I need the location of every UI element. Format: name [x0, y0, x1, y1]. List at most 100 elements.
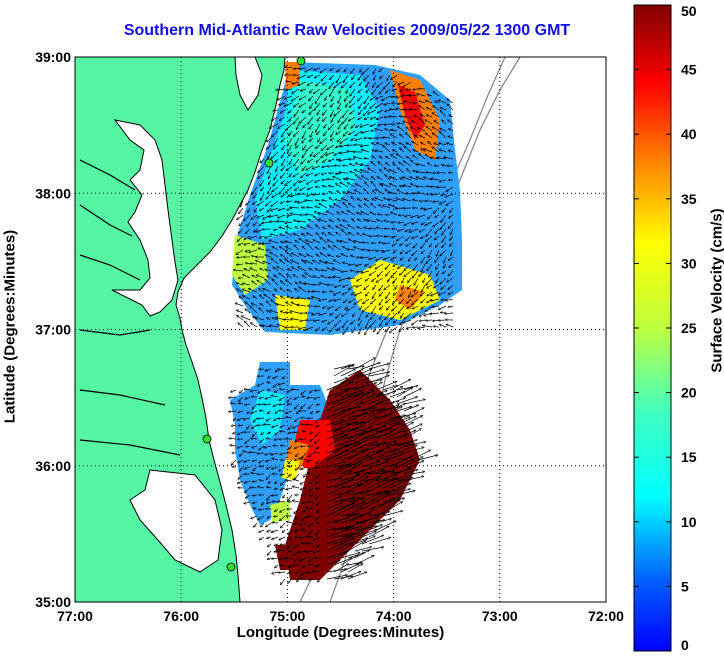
- velocity-arrow: [359, 81, 363, 86]
- velocity-arrow: [236, 257, 244, 258]
- velocity-arrow: [339, 277, 349, 281]
- velocity-arrow: [266, 165, 272, 174]
- velocity-arrow: [368, 167, 377, 174]
- velocity-arrow: [285, 222, 293, 223]
- velocity-arrow: [343, 202, 349, 209]
- velocity-arrow: [439, 179, 447, 182]
- velocity-arrow: [383, 124, 391, 125]
- velocity-arrow: [379, 169, 384, 174]
- velocity-arrow: [274, 275, 279, 279]
- velocity-arrow: [376, 81, 384, 88]
- velocity-arrow: [269, 240, 279, 244]
- velocity-arrow: [356, 226, 363, 230]
- velocity-arrow: [405, 132, 412, 139]
- velocity-arrow: [293, 151, 300, 157]
- velocity-arrow: [259, 207, 265, 212]
- velocity-arrow: [266, 193, 272, 199]
- velocity-arrow: [447, 104, 454, 111]
- velocity-field-south: [230, 362, 420, 580]
- velocity-arrow: [354, 170, 363, 174]
- velocity-arrow: [236, 249, 244, 255]
- velocity-arrow: [429, 242, 433, 247]
- velocity-arrow: [286, 274, 293, 279]
- velocity-arrow: [335, 199, 342, 201]
- velocity-arrow: [364, 189, 370, 195]
- velocity-arrow: [286, 137, 293, 146]
- velocity-arrow: [448, 150, 454, 152]
- velocity-arrow: [413, 277, 419, 285]
- velocity-arrow: [369, 256, 377, 260]
- velocity-arrow: [372, 81, 377, 88]
- velocity-arrow: [340, 224, 349, 230]
- velocity-arrow: [355, 174, 363, 181]
- velocity-arrow: [400, 88, 405, 92]
- velocity-arrow: [352, 218, 356, 223]
- velocity-arrow: [441, 165, 447, 167]
- velocity-arrow: [379, 156, 384, 160]
- velocity-arrow: [384, 229, 391, 230]
- velocity-arrow: [350, 88, 356, 96]
- velocity-arrow: [383, 145, 391, 153]
- velocity-arrow: [419, 105, 426, 111]
- velocity-arrow: [378, 124, 384, 126]
- velocity-arrow: [413, 263, 419, 271]
- velocity-arrow: [280, 130, 286, 137]
- velocity-arrow: [324, 95, 328, 101]
- velocity-arrow: [272, 193, 279, 198]
- velocity-arrow: [309, 268, 314, 272]
- velocity-arrow: [342, 116, 349, 125]
- velocity-arrow: [287, 268, 293, 272]
- velocity-arrow: [374, 128, 384, 132]
- velocity-arrow: [346, 249, 356, 250]
- velocity-arrow: [438, 143, 447, 146]
- velocity-arrow: [281, 137, 286, 143]
- velocity-arrow: [320, 151, 328, 158]
- velocity-arrow: [419, 101, 426, 103]
- pamlico-sound: [129, 469, 223, 573]
- velocity-arrow: [392, 163, 398, 167]
- velocity-arrow: [307, 243, 314, 251]
- velocity-arrow: [397, 123, 405, 124]
- velocity-arrow: [284, 102, 293, 106]
- velocity-arrow: [421, 221, 426, 225]
- velocity-arrow: [238, 207, 244, 214]
- velocity-arrow: [276, 266, 286, 272]
- velocity-arrow: [426, 277, 433, 285]
- velocity-arrow: [273, 267, 279, 272]
- velocity-arrow: [321, 275, 328, 279]
- velocity-arrow: [305, 240, 314, 244]
- velocity-arrow: [398, 222, 405, 223]
- velocity-arrow: [448, 263, 454, 268]
- velocity-arrow: [397, 263, 405, 269]
- velocity-arrow: [300, 446, 307, 447]
- velocity-arrow: [236, 214, 244, 220]
- velocity-arrow: [439, 128, 447, 132]
- velocity-arrow: [425, 235, 433, 242]
- velocity-arrow: [404, 263, 412, 271]
- velocity-arrow: [392, 89, 398, 91]
- velocity-arrow: [397, 189, 405, 195]
- velocity-arrow: [294, 186, 300, 191]
- velocity-arrow: [313, 240, 321, 244]
- velocity-arrow: [371, 142, 377, 146]
- velocity-arrow: [285, 89, 293, 90]
- velocity-arrow: [370, 211, 377, 216]
- velocity-arrow: [303, 123, 307, 128]
- velocity-arrow: [309, 130, 314, 138]
- velocity-arrow: [244, 242, 251, 245]
- velocity-arrow: [327, 240, 335, 244]
- velocity-arrow: [360, 169, 370, 174]
- velocity-arrow: [427, 95, 433, 97]
- velocity-arrow: [434, 101, 440, 103]
- velocity-arrow: [245, 250, 251, 252]
- velocity-arrow: [257, 172, 265, 179]
- velocity-arrow: [365, 81, 370, 88]
- velocity-arrow: [336, 130, 342, 135]
- velocity-arrow: [273, 144, 279, 149]
- velocity-arrow: [265, 269, 272, 271]
- velocity-arrow: [307, 186, 314, 191]
- velocity-arrow: [284, 67, 293, 68]
- velocity-arrow: [312, 194, 321, 195]
- velocity-arrow: [389, 183, 398, 188]
- velocity-arrow: [353, 157, 363, 160]
